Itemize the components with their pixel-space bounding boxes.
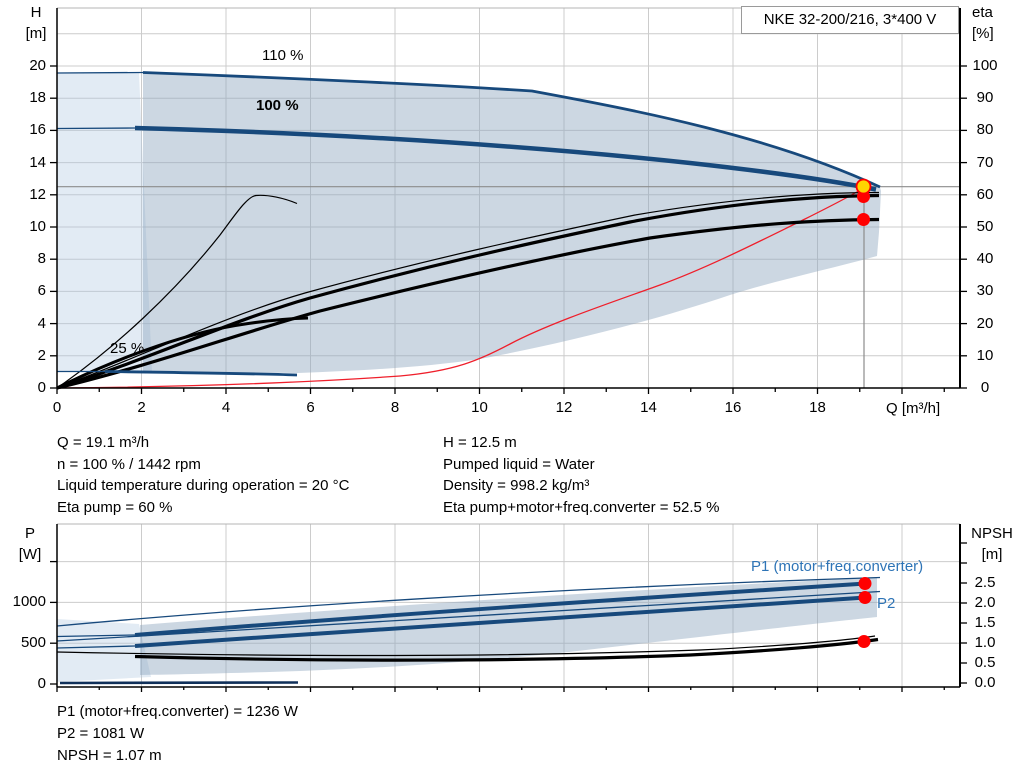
info-q: Q = 19.1 m³/h xyxy=(57,434,150,451)
eta-thin-curve xyxy=(56,191,880,389)
info-speed: n = 100 % / 1442 rpm xyxy=(57,455,201,473)
info-pumped-liquid: Pumped liquid = Water xyxy=(443,455,595,473)
pump-title-box: NKE 32-200/216, 3*400 V xyxy=(741,6,959,34)
operating-envelope xyxy=(143,72,881,373)
duty-point-marker[interactable] xyxy=(855,178,872,195)
duty-info-left: Q = 19.1 m³/h n = 100 % / 1442 rpm Liqui… xyxy=(57,432,349,518)
pump-title: NKE 32-200/216, 3*400 V xyxy=(763,11,937,28)
h-curve-100-lead xyxy=(56,127,136,130)
info-p2: P2 = 1081 W xyxy=(57,725,145,742)
power-info: P1 (motor+freq.converter) = 1236 W P2 = … xyxy=(57,701,298,767)
h-curve-100 xyxy=(134,125,877,192)
top-chart-gridlines xyxy=(57,8,960,388)
duty-info-right: H = 12.5 m Pumped liquid = Water Density… xyxy=(443,432,719,518)
p1-110-curve xyxy=(56,576,881,627)
info-liquid-temp: Liquid temperature during operation = 20… xyxy=(57,477,350,494)
power-envelope xyxy=(140,577,877,675)
eta-total-curve xyxy=(56,217,880,390)
p1-curve xyxy=(134,581,867,637)
h-curve-110-lead xyxy=(56,71,144,74)
npsh-curve xyxy=(134,637,879,662)
p1-marker[interactable] xyxy=(858,577,872,590)
bottom-chart-frame xyxy=(50,523,967,692)
envelope-low-flow-region xyxy=(57,72,152,372)
info-eta-pump: Eta pump = 60 % xyxy=(57,498,173,516)
eta-pump-curve xyxy=(56,193,880,390)
eta-total-marker[interactable] xyxy=(857,213,870,226)
info-eta-total: Eta pump+motor+freq.converter = 52.5 % xyxy=(443,498,720,516)
info-density: Density = 998.2 kg/m³ xyxy=(443,477,590,494)
npsh-curve-thin xyxy=(56,635,876,657)
info-p1: P1 (motor+freq.converter) = 1236 W xyxy=(57,703,298,720)
h-curve-110 xyxy=(142,71,881,189)
p2-curve xyxy=(134,595,867,648)
info-npsh: NPSH = 1.07 m xyxy=(57,747,162,764)
p-25-curve xyxy=(59,681,299,685)
p2-marker[interactable] xyxy=(858,591,872,604)
p1-curve-lead xyxy=(56,634,136,638)
h-curve-25 xyxy=(104,370,298,377)
power-envelope-low-flow xyxy=(57,619,151,682)
eta-pump-25-curve xyxy=(56,194,298,389)
npsh-marker[interactable] xyxy=(857,635,871,648)
info-h: H = 12.5 m xyxy=(443,434,517,451)
p2-curve-lead xyxy=(56,645,136,649)
